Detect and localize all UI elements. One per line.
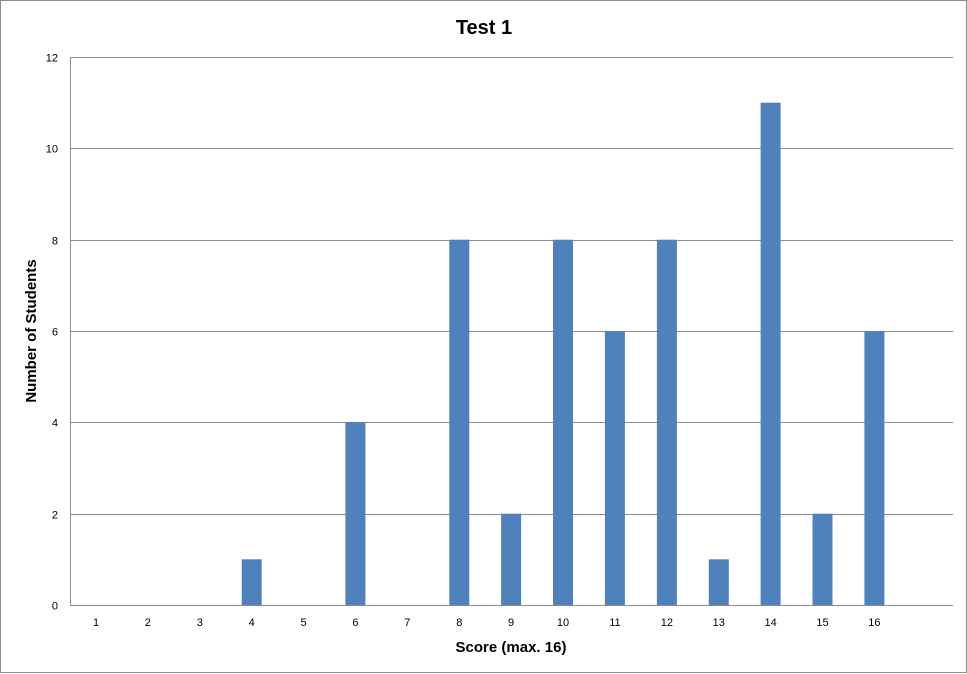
- x-tick-label: 14: [764, 617, 776, 629]
- chart-title: Test 1: [456, 17, 512, 39]
- bar-score-15: [812, 513, 833, 605]
- y-tick-label: 8: [52, 236, 58, 248]
- x-tick-label: 9: [508, 617, 514, 629]
- x-tick-label: 11: [609, 617, 620, 629]
- x-tick-label: 5: [300, 617, 306, 629]
- bar-score-14: [760, 102, 781, 605]
- x-tick-label: 3: [197, 617, 203, 629]
- y-tick-label: 10: [46, 144, 58, 156]
- x-tick-label: 1: [93, 617, 99, 629]
- x-tick-label: 12: [661, 617, 673, 629]
- x-tick-label: 4: [249, 617, 255, 629]
- y-axis-title: Number of Students: [23, 259, 40, 402]
- x-tick-label: 10: [557, 617, 569, 629]
- x-tick-label: 15: [816, 617, 828, 629]
- x-tick-label: 7: [404, 617, 410, 629]
- y-tick-label: 4: [52, 418, 58, 430]
- bar-score-8: [449, 239, 470, 605]
- x-tick-label: 8: [456, 617, 462, 629]
- y-tick-label: 12: [46, 53, 58, 65]
- y-tick-label: 2: [52, 510, 58, 522]
- bar-score-12: [656, 239, 677, 605]
- bar-score-10: [553, 239, 573, 605]
- bar-score-16: [864, 331, 885, 605]
- x-tick-label: 2: [145, 617, 151, 629]
- y-tick-label: 0: [52, 601, 58, 613]
- x-tick-label: 13: [713, 617, 725, 629]
- x-tick-label: 16: [868, 617, 880, 629]
- bar-score-11: [604, 331, 625, 605]
- bar-score-6: [345, 422, 366, 605]
- bars: [241, 102, 885, 605]
- bar-score-4: [241, 559, 262, 605]
- x-tick-label: 6: [352, 617, 358, 629]
- x-tick-labels: 1 2 3 4 5 6 7 8 9 10 11 12 13 14 15 16: [93, 617, 881, 629]
- bar-score-13: [708, 559, 729, 605]
- x-axis-title: Score (max. 16): [456, 639, 567, 656]
- y-tick-label: 6: [52, 327, 58, 339]
- gridlines: [70, 57, 953, 606]
- y-tick-labels: 0 2 4 6 8 10 12: [46, 53, 58, 613]
- bar-score-9: [501, 513, 522, 605]
